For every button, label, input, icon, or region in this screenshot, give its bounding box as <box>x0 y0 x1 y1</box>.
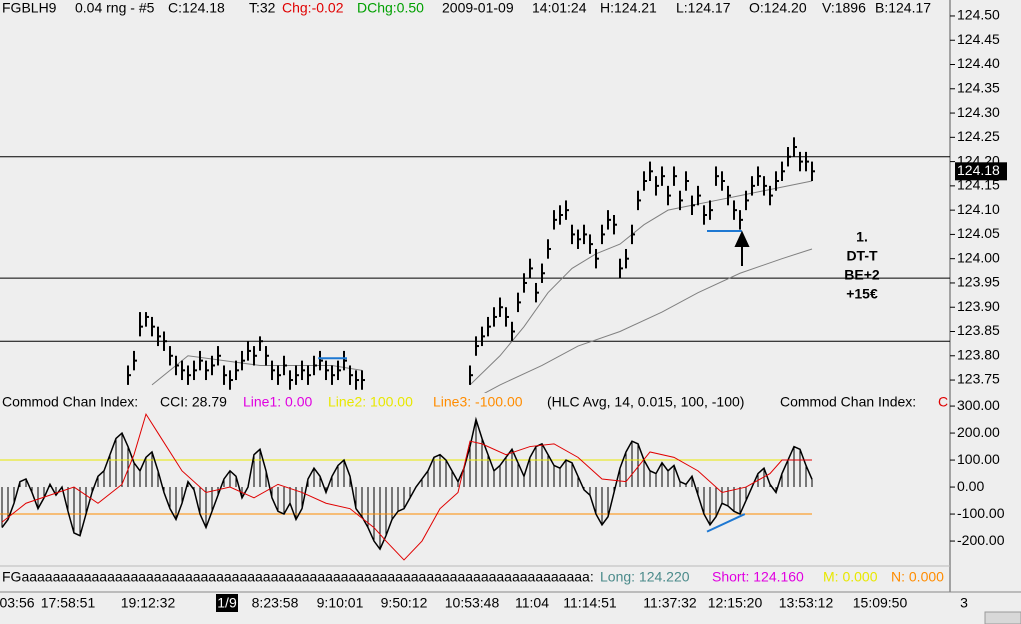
header-item: 0.04 rng - #5 <box>75 0 155 16</box>
drawing-line <box>706 513 746 533</box>
y-tick-label: 124.35 <box>957 79 1000 95</box>
x-tick-label: 11:37:32 <box>643 595 697 611</box>
cci-signal <box>1 412 812 561</box>
footer-item: M: 0.000 <box>823 569 878 585</box>
cci-line <box>1 416 813 551</box>
header-item: 14:01:24 <box>532 0 587 16</box>
x-tick-label: 13:53:12 <box>779 595 834 611</box>
y-tick-label: 123.80 <box>957 346 1000 362</box>
header-item: O:124.20 <box>749 0 807 16</box>
scrollbar[interactable] <box>984 611 1021 624</box>
cci-legend: Line2: 100.00 <box>328 394 413 410</box>
y-tick-label: 124.05 <box>957 225 1000 241</box>
x-tick-label: 10:53:48 <box>445 595 500 611</box>
x-tick-label: 03:56 <box>0 595 35 611</box>
cci-legend: CCI: 28.79 <box>160 394 227 410</box>
y-tick-label: 123.95 <box>957 274 1000 290</box>
y-tick-label: 124.25 <box>957 128 1000 144</box>
header-item: DChg:0.50 <box>357 0 424 16</box>
header-item: L:124.17 <box>676 0 731 16</box>
y-tick-label: 124.50 <box>957 7 1000 23</box>
x-tick-label: 12:15:20 <box>708 595 763 611</box>
date-marker <box>216 594 238 612</box>
moving-average <box>151 180 813 386</box>
header-item: C:124.18 <box>168 0 225 16</box>
cci-legend: Commod Chan Index: <box>780 394 916 410</box>
y-tick-label: 300.00 <box>957 397 1000 413</box>
y-tick-label: 0.00 <box>957 478 984 494</box>
y-tick-label: 124.00 <box>957 249 1000 265</box>
y-tick-label: 124.45 <box>957 31 1000 47</box>
header-item: FGBLH9 <box>2 0 57 16</box>
x-tick-label: 8:23:58 <box>252 595 299 611</box>
y-tick-label: 124.10 <box>957 201 1000 217</box>
cci-legend: Commod Chan Index: <box>2 394 138 410</box>
y-tick-label: 124.40 <box>957 55 1000 71</box>
cci-legend: (HLC Avg, 14, 0.015, 100, -100) <box>547 394 744 410</box>
y-tick-label: -200.00 <box>957 532 1005 548</box>
cci-legend: C <box>938 394 948 410</box>
x-tick-label: 1/9 <box>217 595 237 611</box>
x-tick-label: 9:50:12 <box>381 595 428 611</box>
x-tick-label: 11:04 <box>515 595 549 611</box>
x-tick-label: 9:10:01 <box>317 595 364 611</box>
cci-legend: Line3: -100.00 <box>433 394 523 410</box>
y-tick-label: 124.30 <box>957 104 1000 120</box>
y-tick-label: 124.15 <box>957 177 1000 193</box>
cci-legend: Line1: 0.00 <box>243 394 312 410</box>
annotation: BE+2 <box>844 267 880 283</box>
footer-item: FGaaaaaaaaaaaaaaaaaaaaaaaaaaaaaaaaaaaaaa… <box>2 569 594 585</box>
annotation: +15€ <box>846 286 878 302</box>
header-item: B:124.17 <box>875 0 931 16</box>
footer-item: Long: 124.220 <box>600 569 690 585</box>
footer-item: Short: 124.160 <box>712 569 804 585</box>
header-item: 2009-01-09 <box>442 0 514 16</box>
header-item: Chg:-0.02 <box>282 0 344 16</box>
x-tick-label: 3 <box>960 595 968 611</box>
arrow <box>734 230 750 266</box>
y-tick-label: 200.00 <box>957 424 1000 440</box>
price-panel <box>0 137 950 393</box>
cci-panel <box>0 412 813 561</box>
annotation: 1. <box>856 229 868 245</box>
footer-item: N: 0.000 <box>891 569 944 585</box>
y-tick-label: 123.90 <box>957 298 1000 314</box>
y-tick-label: 100.00 <box>957 451 1000 467</box>
last-price-box <box>955 162 1007 181</box>
header-item: V:1896 <box>822 0 866 16</box>
x-tick-label: 19:12:32 <box>121 595 176 611</box>
y-tick-label: -100.00 <box>957 505 1005 521</box>
moving-average <box>483 248 813 393</box>
annotation: DT-T <box>846 248 878 264</box>
y-tick-label: 123.75 <box>957 371 1000 387</box>
header-item: H:124.21 <box>600 0 657 16</box>
header-item: T:32 <box>249 0 276 16</box>
y-tick-label: 123.85 <box>957 322 1000 338</box>
x-tick-label: 15:09:50 <box>853 595 908 611</box>
x-tick-label: 11:14:51 <box>563 595 617 611</box>
x-tick-label: 17:58:51 <box>41 595 96 611</box>
last-price-label: 124.18 <box>957 162 1000 178</box>
